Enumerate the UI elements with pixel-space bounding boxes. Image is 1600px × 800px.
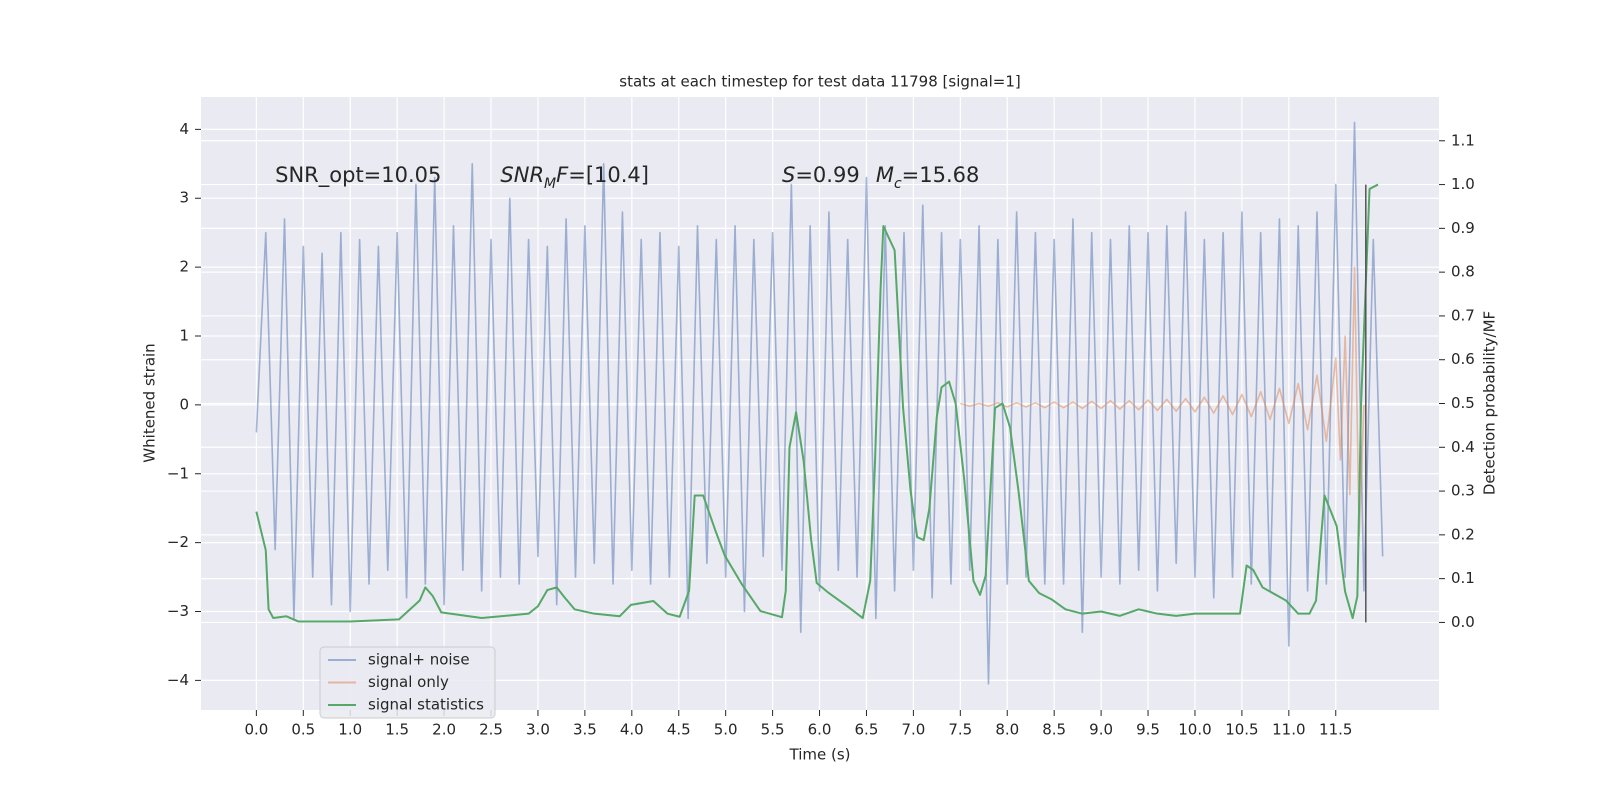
legend-label: signal statistics <box>368 696 484 714</box>
annotation-part: c <box>894 176 902 192</box>
y-tick-label: 1 <box>179 327 189 345</box>
y-tick-label: 4 <box>179 120 189 138</box>
y2-tick-label: 1.0 <box>1451 175 1475 193</box>
y2-tick-label: 0.2 <box>1451 525 1475 543</box>
x-tick-label: 5.0 <box>714 721 738 739</box>
y-tick-label: −3 <box>167 602 189 620</box>
x-tick-label: 1.0 <box>338 721 362 739</box>
x-tick-label: 11.5 <box>1319 721 1352 739</box>
x-tick-label: 10.5 <box>1225 721 1258 739</box>
y-axis-label: Whitened strain <box>141 343 159 462</box>
annotation-part: S <box>782 163 795 187</box>
legend-label: signal+ noise <box>368 651 470 669</box>
x-tick-label: 8.5 <box>1042 721 1066 739</box>
y2-tick-label: 0.6 <box>1451 350 1475 368</box>
legend-label: signal only <box>368 673 449 691</box>
annotation: Mc=15.68 <box>876 163 980 192</box>
legend-box <box>319 646 496 719</box>
y2-tick-label: 0.0 <box>1451 613 1475 631</box>
y2-tick-label: 0.8 <box>1451 263 1475 281</box>
marks <box>255 121 1384 685</box>
series-line <box>255 183 1379 623</box>
annotation: SNRMF=[10.4] <box>500 163 649 192</box>
x-tick-label: 5.5 <box>761 721 785 739</box>
annotation: S=0.99 <box>782 163 860 187</box>
y2-tick-label: 0.3 <box>1451 482 1475 500</box>
y2-tick-label: 0.7 <box>1451 306 1475 324</box>
annotation-part: =[10.4] <box>568 163 649 187</box>
x-axis-label: Time (s) <box>789 746 851 764</box>
series-line <box>960 266 1365 537</box>
y-tick-label: 0 <box>179 395 189 413</box>
x-tick-label: 3.0 <box>526 721 550 739</box>
x-tick-label: 1.5 <box>385 721 409 739</box>
x-tick-label: 0.0 <box>244 721 268 739</box>
y2-tick-label: 0.5 <box>1451 394 1475 412</box>
x-tick-label: 0.5 <box>291 721 315 739</box>
x-tick-label: 9.5 <box>1136 721 1160 739</box>
x-tick-label: 3.5 <box>573 721 597 739</box>
annotation-part: =15.68 <box>902 163 980 187</box>
y2-tick-label: 0.4 <box>1451 438 1475 456</box>
grid <box>195 97 1445 716</box>
annotation: SNR_opt=10.05 <box>275 163 441 188</box>
x-tick-label: 4.0 <box>620 721 644 739</box>
y2-tick-label: 0.9 <box>1451 219 1475 237</box>
y-tick-label: −4 <box>167 671 189 689</box>
y2-tick-label: 1.1 <box>1451 131 1475 149</box>
x-tick-label: 6.5 <box>855 721 879 739</box>
x-tick-label: 7.0 <box>901 721 925 739</box>
chart-title: stats at each timestep for test data 117… <box>619 73 1020 91</box>
annotation-part: M <box>876 163 894 187</box>
y-tick-label: 2 <box>179 258 189 276</box>
annotation-part: SNR <box>500 163 544 187</box>
x-tick-label: 2.0 <box>432 721 456 739</box>
annotation-part: =0.99 <box>795 163 859 187</box>
y2-tick-label: 0.1 <box>1451 569 1475 587</box>
y-tick-label: −2 <box>167 533 189 551</box>
x-tick-label: 7.5 <box>948 721 972 739</box>
y2-axis-label: Detection probability/MF <box>1481 311 1499 495</box>
x-tick-label: 4.5 <box>667 721 691 739</box>
x-tick-label: 10.0 <box>1178 721 1211 739</box>
x-tick-label: 11.0 <box>1272 721 1305 739</box>
annotation-part: M <box>544 176 556 192</box>
series-line <box>255 121 1384 685</box>
overlay: SNR_opt=10.05 SNRMF=[10.4] S=0.99 Mc=15.68s… <box>275 163 1367 719</box>
x-tick-label: 6.0 <box>808 721 832 739</box>
x-tick-label: 2.5 <box>479 721 503 739</box>
annotation-part: F <box>556 163 569 187</box>
annotation-part: SNR_opt=10.05 <box>275 163 441 188</box>
x-tick-label: 9.0 <box>1089 721 1113 739</box>
y-tick-label: 3 <box>179 189 189 207</box>
y-tick-label: −1 <box>167 464 189 482</box>
x-tick-label: 8.0 <box>995 721 1019 739</box>
